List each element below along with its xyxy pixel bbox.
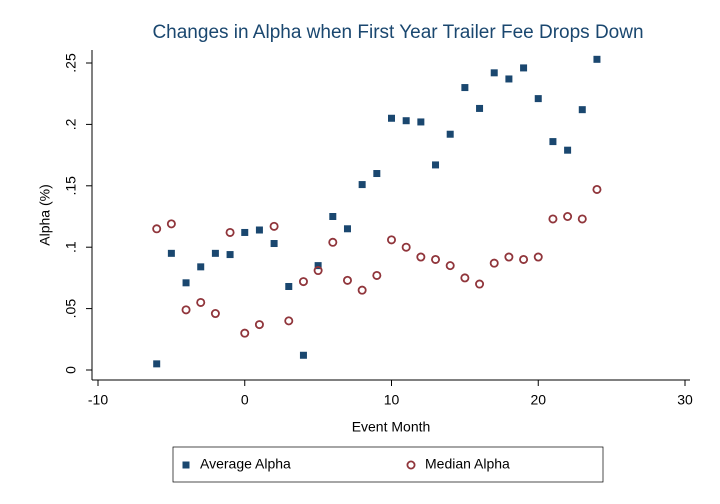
point [240, 328, 250, 338]
point [445, 261, 455, 271]
point [152, 224, 162, 234]
point [519, 254, 529, 264]
point [446, 130, 454, 138]
point [372, 270, 382, 280]
point [298, 277, 308, 287]
y-tick-label: .05 [63, 299, 79, 319]
point [269, 221, 279, 231]
y-tick-label: .2 [63, 118, 79, 130]
point [182, 279, 190, 287]
point [592, 184, 602, 194]
point [401, 242, 411, 252]
y-tick-label: .1 [63, 241, 79, 253]
legend-label: Median Alpha [425, 456, 510, 472]
point [416, 252, 426, 262]
point [313, 266, 323, 276]
point [211, 249, 219, 257]
point [388, 114, 395, 122]
point [460, 273, 470, 283]
point [357, 285, 367, 295]
point [153, 360, 161, 368]
point [270, 240, 278, 248]
y-tick-label: 0 [63, 366, 79, 374]
x-tick-label: 20 [530, 392, 546, 408]
point [196, 297, 206, 307]
point [225, 227, 235, 237]
point [577, 214, 587, 224]
point [563, 211, 573, 221]
point [417, 118, 425, 126]
point [254, 320, 264, 330]
x-axis-label: Event Month [352, 419, 431, 435]
point [549, 138, 557, 146]
point [285, 282, 293, 290]
x-tick-label: 10 [384, 392, 400, 408]
point [548, 214, 558, 224]
point [166, 219, 176, 229]
point [299, 351, 307, 359]
point [520, 64, 528, 72]
point [226, 251, 234, 259]
point [329, 213, 337, 220]
point [167, 249, 175, 257]
point [475, 279, 485, 289]
x-tick-label: 0 [241, 392, 249, 408]
point [534, 95, 542, 103]
point [564, 146, 572, 154]
point [505, 75, 513, 83]
legend-marker [182, 461, 190, 469]
point [358, 181, 366, 189]
legend-label: Average Alpha [200, 456, 291, 472]
y-tick-label: .25 [63, 53, 79, 73]
y-axis-label: Alpha (%) [37, 184, 53, 245]
point [533, 252, 543, 262]
legend-box [172, 446, 604, 483]
x-tick-label: -10 [88, 392, 108, 408]
chart-title: Changes in Alpha when First Year Trailer… [152, 22, 643, 43]
point [314, 262, 322, 270]
point [386, 235, 396, 245]
x-tick-label: 30 [677, 392, 693, 408]
y-tick-label: .15 [63, 176, 79, 196]
point [197, 263, 205, 271]
point [342, 275, 352, 285]
point [241, 228, 249, 236]
legend-marker [406, 460, 416, 470]
point [578, 106, 586, 114]
point [373, 170, 381, 178]
point [489, 258, 499, 268]
point [431, 254, 441, 264]
point [490, 69, 498, 77]
point [432, 161, 440, 169]
point [343, 225, 351, 233]
point [210, 309, 220, 319]
point [181, 305, 191, 315]
point [476, 104, 484, 112]
point [461, 84, 469, 92]
point [255, 226, 263, 234]
point [284, 316, 294, 326]
point [593, 55, 601, 63]
point [328, 237, 338, 247]
point [402, 117, 410, 125]
point [504, 252, 514, 262]
